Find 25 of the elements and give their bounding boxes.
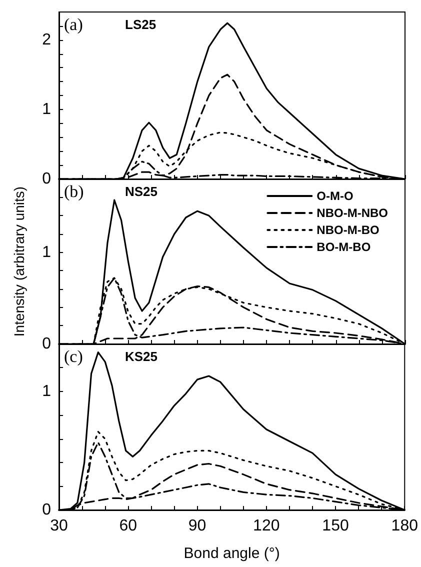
y-axis-title: Intensity (arbitrary units) — [11, 186, 27, 337]
x-tick-label: 150 — [322, 518, 349, 534]
legend-label: BO-M-BO — [316, 240, 371, 254]
x-tick-label: 180 — [391, 518, 418, 534]
annotation: KS25 — [125, 349, 158, 364]
y-tick-label: 1 — [42, 100, 52, 118]
legend-label: NBO-M-BO — [316, 223, 380, 237]
annotation: (b) — [64, 182, 84, 201]
y-tick-label: 0 — [42, 170, 52, 188]
annotation: (a) — [64, 15, 83, 34]
annotation: (c) — [64, 347, 83, 366]
legend-label: NBO-M-NBO — [316, 206, 388, 220]
y-tick-label: 2 — [42, 31, 52, 48]
x-tick-label: 120 — [253, 518, 280, 534]
x-tick-label: 30 — [50, 518, 68, 534]
annotation: NS25 — [125, 184, 158, 199]
y-tick-label: 0 — [42, 336, 52, 352]
y-tick-label: 1 — [42, 244, 52, 261]
y-tick-label: 1 — [42, 382, 52, 400]
x-axis-title: Bond angle (°) — [184, 545, 280, 562]
x-tick-label: 60 — [119, 518, 138, 534]
x-tick-label: 90 — [188, 518, 206, 534]
legend-label: O-M-O — [316, 189, 354, 203]
y-tick-label: 0 — [42, 502, 52, 518]
annotation: LS25 — [125, 17, 156, 32]
